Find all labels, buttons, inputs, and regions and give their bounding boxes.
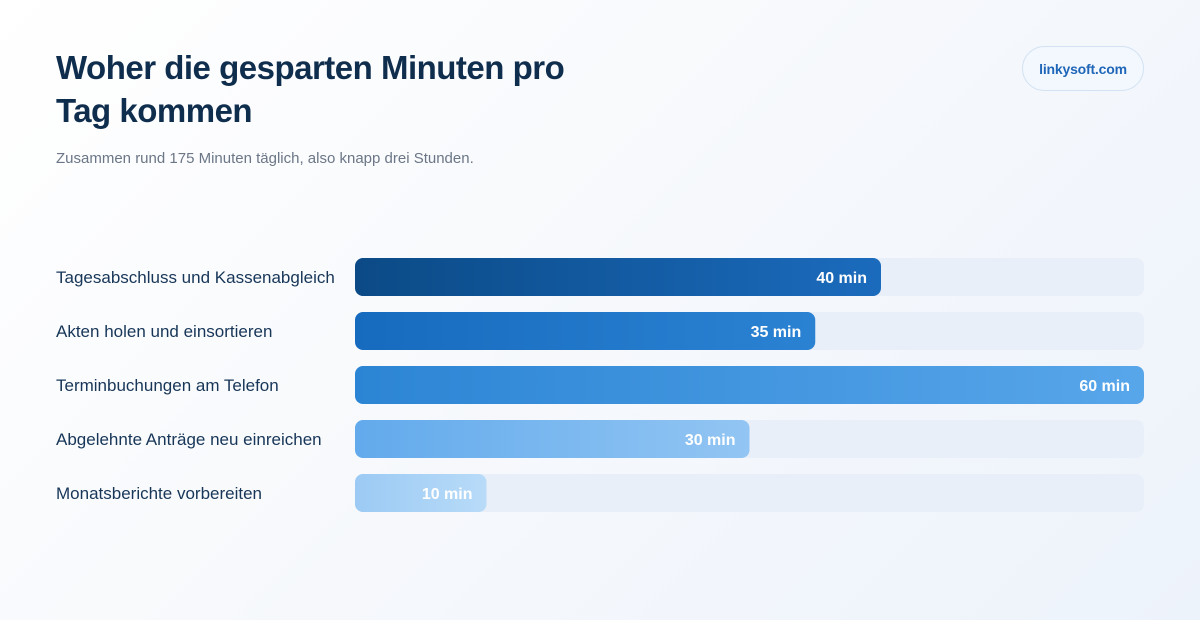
category-label: Monatsberichte vorbereiten: [56, 484, 262, 503]
bar: [355, 312, 816, 350]
bar: [355, 420, 750, 458]
bar-row: Monatsberichte vorbereiten 10 min: [56, 474, 1144, 512]
bar-track: [355, 474, 1144, 512]
value-label: 30 min: [685, 432, 736, 449]
value-label: 60 min: [1079, 378, 1130, 395]
category-label: Terminbuchungen am Telefon: [56, 376, 279, 395]
value-label: 10 min: [422, 486, 473, 503]
bar: [355, 474, 487, 512]
value-label: 35 min: [751, 324, 802, 341]
bar-row: Abgelehnte Anträge neu einreichen 30 min: [56, 420, 1144, 458]
category-label: Tagesabschluss und Kassenabgleich: [56, 268, 335, 287]
category-label: Akten holen und einsortieren: [56, 322, 272, 341]
bar: [355, 258, 881, 296]
brand-badge[interactable]: linkysoft.com: [1022, 46, 1144, 91]
bar: [355, 366, 1144, 404]
bar-row: Tagesabschluss und Kassenabgleich 40 min: [56, 258, 1144, 296]
bar-row: Akten holen und einsortieren 35 min: [56, 312, 1144, 350]
chart-title: Woher die gesparten Minuten pro Tag komm…: [56, 49, 565, 129]
chart-subtitle: Zusammen rund 175 Minuten täglich, also …: [56, 150, 474, 167]
bar-row: Terminbuchungen am Telefon 60 min: [56, 366, 1144, 404]
value-label: 40 min: [816, 270, 867, 287]
category-label: Abgelehnte Anträge neu einreichen: [56, 430, 322, 449]
